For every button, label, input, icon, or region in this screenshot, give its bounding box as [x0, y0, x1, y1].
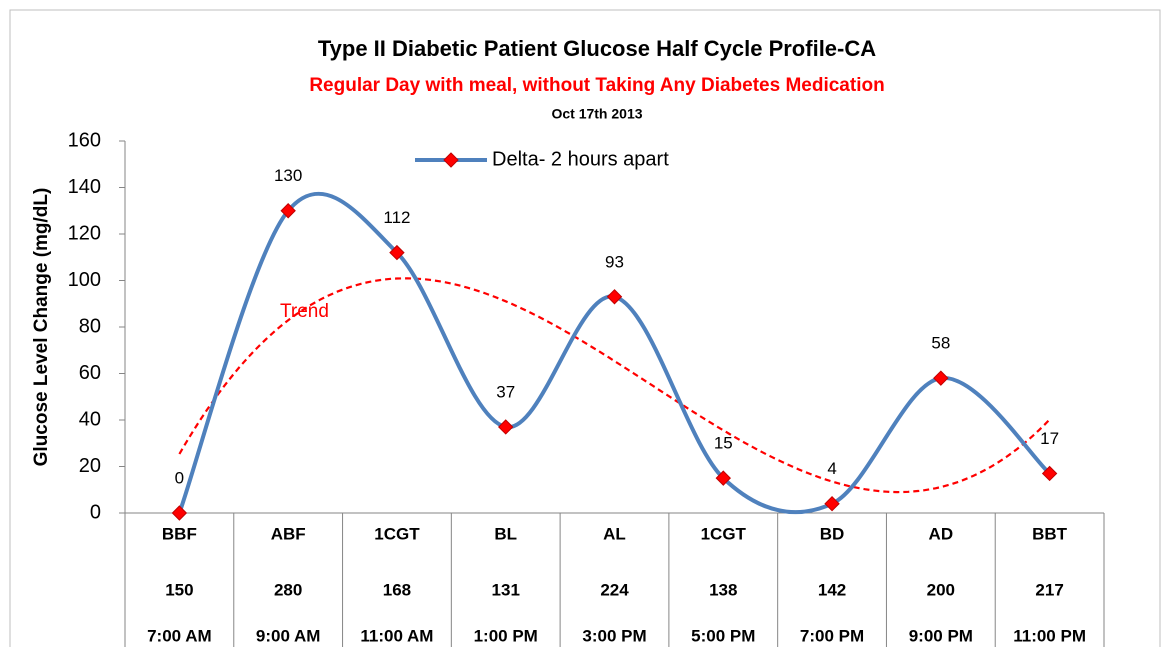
- table-time: 9:00 PM: [909, 626, 973, 645]
- y-tick-label: 60: [79, 362, 101, 384]
- x-tick-label: 1CGT: [701, 524, 747, 543]
- table-time: 11:00 AM: [360, 626, 433, 645]
- table-reading: 131: [492, 580, 520, 599]
- marker: [498, 419, 514, 435]
- y-tick-label: 160: [68, 129, 101, 151]
- x-tick-label: ABF: [271, 524, 306, 543]
- data-label: 112: [383, 208, 410, 227]
- trend-line: [178, 277, 1051, 494]
- y-tick-label: 140: [68, 176, 101, 198]
- x-tick-label: AL: [603, 524, 626, 543]
- x-tick-label: 1CGT: [374, 524, 420, 543]
- data-label: 4: [827, 459, 836, 478]
- y-tick-label: 0: [90, 501, 101, 523]
- chart-date: Oct 17th 2013: [551, 106, 642, 122]
- x-tick-label: BD: [820, 524, 845, 543]
- chart-title: Type II Diabetic Patient Glucose Half Cy…: [318, 36, 876, 61]
- table-time: 5:00 PM: [691, 626, 755, 645]
- x-tick-label: BBF: [162, 524, 197, 543]
- marker: [606, 289, 623, 305]
- x-tick-label: BL: [494, 524, 517, 543]
- table-time: 3:00 PM: [582, 626, 646, 645]
- data-label: 93: [605, 252, 624, 271]
- data-label: 130: [274, 166, 302, 185]
- table-time: 7:00 PM: [800, 626, 864, 645]
- data-label: 15: [714, 434, 733, 453]
- table-reading: 142: [818, 580, 846, 599]
- table-reading: 168: [383, 580, 411, 599]
- table-time: 1:00 PM: [474, 626, 538, 645]
- table-reading: 200: [927, 580, 955, 599]
- y-axis-title: Glucose Level Change (mg/dL): [31, 188, 52, 467]
- table-time: 7:00 AM: [147, 626, 212, 645]
- data-label: 58: [931, 334, 950, 353]
- marker: [1041, 465, 1058, 482]
- marker: [389, 244, 405, 261]
- x-tick-label: AD: [929, 524, 954, 543]
- marker: [280, 203, 296, 219]
- marker: [715, 470, 731, 486]
- data-label: 37: [496, 382, 515, 401]
- chart-frame: [9, 9, 1161, 647]
- table-reading: 150: [165, 580, 193, 599]
- chart-subtitle: Regular Day with meal, without Taking An…: [309, 75, 884, 96]
- trend-label: Trend: [280, 301, 329, 322]
- x-tick-label: BBT: [1032, 524, 1068, 543]
- data-label: 17: [1040, 429, 1059, 448]
- table-time: 9:00 AM: [256, 626, 321, 645]
- legend-marker: [443, 152, 459, 168]
- y-tick-label: 80: [79, 315, 101, 337]
- table-reading: 280: [274, 580, 302, 599]
- marker: [933, 370, 949, 386]
- table-reading: 224: [600, 580, 629, 599]
- table-reading: 217: [1035, 580, 1063, 599]
- y-tick-label: 120: [68, 222, 101, 244]
- y-tick-label: 40: [79, 408, 101, 430]
- y-tick-label: 20: [79, 455, 101, 477]
- legend-label: Delta- 2 hours apart: [492, 148, 669, 170]
- table-time: 11:00 PM: [1013, 626, 1086, 645]
- y-tick-label: 100: [68, 269, 101, 291]
- table-reading: 138: [709, 580, 737, 599]
- data-label: 0: [175, 468, 184, 487]
- marker: [171, 505, 188, 521]
- marker: [824, 495, 840, 512]
